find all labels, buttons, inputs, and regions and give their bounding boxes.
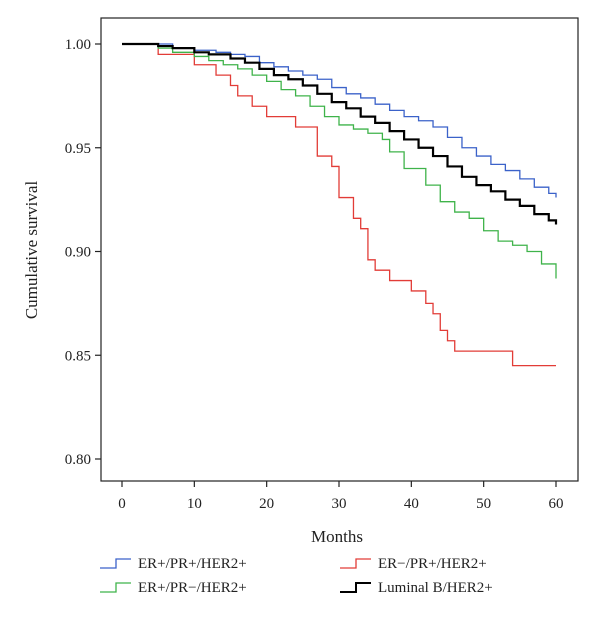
x-tick-label: 30 xyxy=(332,496,347,512)
series-line-luminal-b-her2 xyxy=(122,42,558,225)
y-tick-label: 0.80 xyxy=(65,452,91,468)
x-tick-label: 60 xyxy=(549,496,564,512)
legend-label: ER+/PR+/HER2+ xyxy=(138,556,247,572)
legend: ER+/PR+/HER2+ ER−/PR+/HER2+ ER+/PR−/HER2+ L… xyxy=(100,556,493,596)
series-line-er-pr-her2 xyxy=(122,43,557,279)
legend-label: Luminal B/HER2+ xyxy=(378,580,493,596)
x-tick-label: 10 xyxy=(187,496,202,512)
y-tick-label: 0.90 xyxy=(65,245,91,261)
series-line-er-pr-her2 xyxy=(122,43,556,367)
y-axis: 0.80 0.85 0.90 0.95 1.00 xyxy=(65,37,101,468)
legend-swatch xyxy=(340,558,371,569)
y-tick-label: 0.95 xyxy=(65,141,91,157)
x-tick-label: 20 xyxy=(259,496,274,512)
legend-label: ER+/PR−/HER2+ xyxy=(138,580,247,596)
series-line-er-pr-her2 xyxy=(122,43,557,198)
x-tick-label: 0 xyxy=(118,496,126,512)
x-tick-label: 40 xyxy=(404,496,419,512)
legend-label: ER−/PR+/HER2+ xyxy=(378,556,487,572)
legend-swatch xyxy=(340,582,371,593)
y-axis-label: Cumulative survival xyxy=(22,181,41,320)
x-tick-label: 50 xyxy=(476,496,491,512)
legend-swatch xyxy=(100,558,131,569)
series-group xyxy=(122,42,558,367)
y-tick-label: 1.00 xyxy=(65,37,91,53)
x-axis: 0 10 20 30 40 50 60 xyxy=(118,481,564,512)
x-axis-label: Months xyxy=(311,527,363,546)
y-tick-label: 0.85 xyxy=(65,348,91,364)
legend-swatch xyxy=(100,582,131,593)
